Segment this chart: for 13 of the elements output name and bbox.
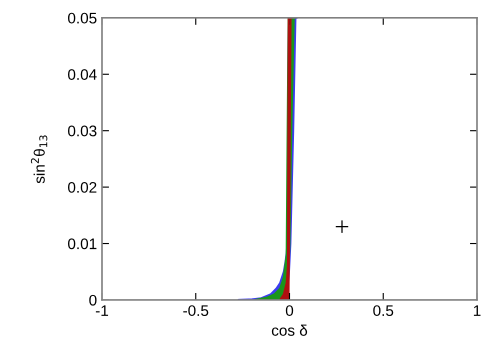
x-axis-title: cos δ [272, 324, 308, 336]
x-tick-label: 1 [474, 305, 481, 316]
x-tick-label: -1 [96, 305, 108, 316]
x-tick-label: 0 [286, 305, 294, 316]
y-tick-label: 0.03 [68, 126, 96, 136]
x-tick-label: 0.5 [373, 305, 394, 316]
y-tick-label: 0.04 [68, 69, 97, 80]
y-tick-label: 0 [89, 294, 97, 306]
y-axis-title: sin$^{2}$θ$_{13}$ [30, 135, 48, 184]
y-tick-label: 0.02 [68, 182, 96, 193]
y-tick-label: 0.01 [68, 238, 96, 250]
x-tick-label: -0.5 [183, 305, 208, 316]
y-tick-label: 0.05 [68, 12, 96, 24]
